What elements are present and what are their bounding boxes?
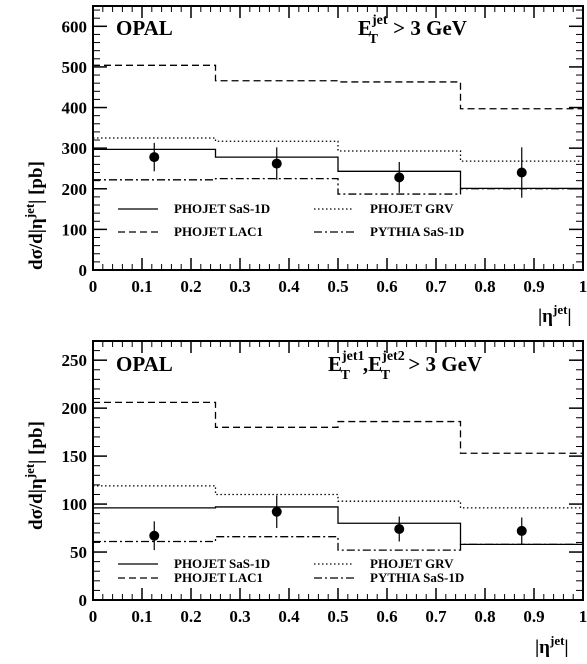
data-point [394, 172, 405, 183]
bottom-ylabel: dσ/d|ηjet| [pb] [22, 421, 47, 530]
x-tick-label: 0.3 [229, 607, 250, 626]
y-tick-label: 400 [62, 99, 88, 118]
x-tick-label: 0.5 [327, 607, 348, 626]
legend-label: PYTHIA SaS-1D [370, 224, 464, 239]
x-tick-label: 0.4 [278, 277, 300, 296]
x-tick-label: 0.6 [376, 607, 397, 626]
x-tick-label: 0.2 [180, 607, 201, 626]
y-tick-label: 50 [70, 543, 87, 562]
top-experiment-label: OPAL [116, 16, 173, 40]
x-tick-label: 0.9 [523, 607, 544, 626]
x-tick-label: 0.1 [131, 607, 152, 626]
x-tick-label: 0.1 [131, 277, 152, 296]
x-tick-label: 0 [89, 277, 98, 296]
top-xlabel: |ηjet| [538, 302, 572, 327]
x-tick-label: 1 [579, 607, 587, 626]
y-tick-label: 200 [62, 399, 88, 418]
x-tick-label: 0.5 [327, 277, 348, 296]
bottom-experiment-label: OPAL [116, 352, 173, 376]
series-phojet-grv [93, 137, 583, 162]
x-tick-label: 0.8 [474, 277, 495, 296]
legend-label: PHOJET LAC1 [174, 224, 263, 239]
legend-label: PHOJET LAC1 [174, 570, 263, 585]
data-point [149, 530, 160, 541]
x-tick-label: 0.3 [229, 277, 250, 296]
legend-label: PHOJET SaS-1D [174, 201, 270, 216]
y-tick-label: 300 [62, 139, 88, 158]
y-tick-label: 0 [79, 591, 88, 610]
top-legend: PHOJET SaS-1D PHOJET LAC1 PHOJET GRV PYTHIA… [118, 201, 464, 239]
series-phojet-lac1 [93, 64, 583, 110]
y-tick-label: 200 [62, 180, 88, 199]
data-point [149, 152, 160, 163]
series-phojet-sas-1d [93, 148, 583, 190]
series-phojet-sas-1d [93, 506, 583, 546]
series-phojet-grv [93, 485, 583, 509]
x-tick-label: 0.7 [425, 277, 447, 296]
x-tick-label: 0.9 [523, 277, 544, 296]
data-point [516, 167, 527, 178]
x-tick-label: 0.6 [376, 277, 397, 296]
x-tick-label: 0.7 [425, 607, 447, 626]
bottom-cut-label: Ejet1 T ,Ejet2 T > 3 GeV [328, 349, 482, 383]
series-phojet-lac1 [93, 401, 583, 454]
y-tick-label: 100 [62, 495, 88, 514]
x-tick-label: 0.4 [278, 607, 300, 626]
bottom-plot-area: 0 0.1 0.2 0.3 0.4 0.5 0.6 0.7 0.8 0.9 1 0 50 100 150 20… [62, 340, 587, 626]
y-tick-label: 600 [62, 17, 88, 36]
plot-frame [92, 340, 584, 601]
y-tick-label: 500 [62, 58, 88, 77]
bottom-panel: dσ/d|ηjet| [pb] OPAL Ejet1 T ,Ejet2 T > 3 G… [22, 349, 569, 658]
x-tick-label: 0.8 [474, 607, 495, 626]
data-point [271, 506, 282, 517]
x-tick-label: 1 [579, 277, 587, 296]
x-tick-label: 0.2 [180, 277, 201, 296]
y-tick-label: 250 [62, 351, 88, 370]
legend-label: PHOJET GRV [370, 201, 454, 216]
top-cut-label: Ejet T > 3 GeV [358, 13, 467, 47]
legend-label: PHOJET SaS-1D [174, 556, 270, 571]
series-pythia-sas-1d [93, 536, 583, 551]
legend-label: PHOJET GRV [370, 556, 454, 571]
bottom-xlabel: |ηjet| [535, 633, 569, 658]
data-point [394, 524, 405, 535]
y-tick-label: 150 [62, 447, 88, 466]
x-tick-label: 0 [89, 607, 98, 626]
top-panel: dσ/d|ηjet| [pb] OPAL Ejet T > 3 GeV PHOJE… [22, 13, 572, 327]
top-plot-area: 0 0.1 0.2 0.3 0.4 0.5 0.6 0.7 0.8 0.9 1 0 100 200 300 4… [62, 5, 587, 296]
data-point [271, 158, 282, 169]
top-ylabel: dσ/d|ηjet| [pb] [22, 161, 47, 270]
series-pythia-sas-1d [93, 177, 583, 195]
y-tick-label: 0 [79, 261, 88, 280]
data-point [516, 525, 527, 536]
legend-label: PYTHIA SaS-1D [370, 570, 464, 585]
y-tick-label: 100 [62, 220, 88, 239]
